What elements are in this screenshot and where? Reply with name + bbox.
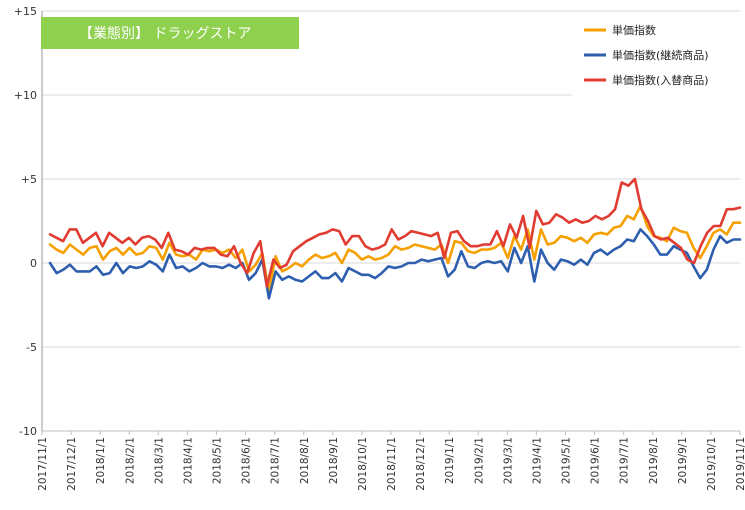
x-tick-label: 2018/1/1 [95, 437, 107, 484]
legend-label-2: 単価指数(入替商品) [612, 73, 709, 87]
x-tick-label: 2019/2/1 [473, 437, 485, 484]
y-tick-label: -10 [19, 425, 37, 438]
y-tick-label: -5 [26, 341, 37, 354]
series-line-1 [48, 228, 742, 300]
x-tick-label: 2019/5/1 [561, 437, 573, 484]
x-tick-label: 2018/10/1 [357, 437, 369, 491]
x-tick-label: 2018/5/1 [212, 437, 224, 484]
x-tick-label: 2019/1/1 [444, 437, 456, 484]
x-tick-label: 2018/4/1 [182, 437, 194, 484]
series-line-0 [48, 204, 742, 293]
x-tick-label: 2018/11/1 [386, 437, 398, 491]
x-tick-label: 2019/7/1 [619, 437, 631, 484]
x-tick-label: 2018/6/1 [241, 437, 253, 484]
series-line-2 [48, 177, 742, 288]
title-text: 【業態別】 ドラッグストア [79, 26, 251, 42]
y-tick-label: 0 [30, 257, 37, 270]
legend-label-0: 単価指数 [612, 23, 656, 37]
x-tick-label: 2018/8/1 [299, 437, 311, 484]
x-tick-label: 2017/11/1 [37, 437, 49, 491]
x-tick-labels: 2017/11/1 2017/12/1 2018/1/1 2018/2/1 2018/3… [37, 431, 745, 491]
x-tick-label: 2019/3/1 [502, 437, 514, 484]
chart-title: 【業態別】 ドラッグストア [41, 17, 299, 49]
x-tick-label: 2018/12/1 [415, 437, 427, 491]
x-tick-label: 2019/10/1 [706, 437, 718, 491]
legend-label-1: 単価指数(継続商品) [612, 48, 709, 62]
x-tick-label: 2018/2/1 [124, 437, 136, 484]
x-tick-label: 2019/9/1 [677, 437, 689, 484]
y-tick-label: +5 [21, 173, 37, 186]
x-tick-label: 2019/8/1 [648, 437, 660, 484]
y-tick-label: +15 [14, 5, 37, 18]
x-tick-label: 2018/7/1 [270, 437, 282, 484]
series-lines [48, 177, 742, 300]
x-tick-label: 2019/11/1 [735, 437, 745, 491]
x-tick-label: 2018/9/1 [328, 437, 340, 484]
title-box [41, 17, 299, 49]
x-tick-label: 2017/12/1 [66, 437, 78, 491]
x-tick-label: 2019/6/1 [590, 437, 602, 484]
x-tick-label: 2018/3/1 [153, 437, 165, 484]
y-tick-label: +10 [14, 89, 37, 102]
x-tick-label: 2019/4/1 [531, 437, 543, 484]
y-tick-labels: +15 +10 +5 0 -5 -10 [14, 5, 37, 438]
